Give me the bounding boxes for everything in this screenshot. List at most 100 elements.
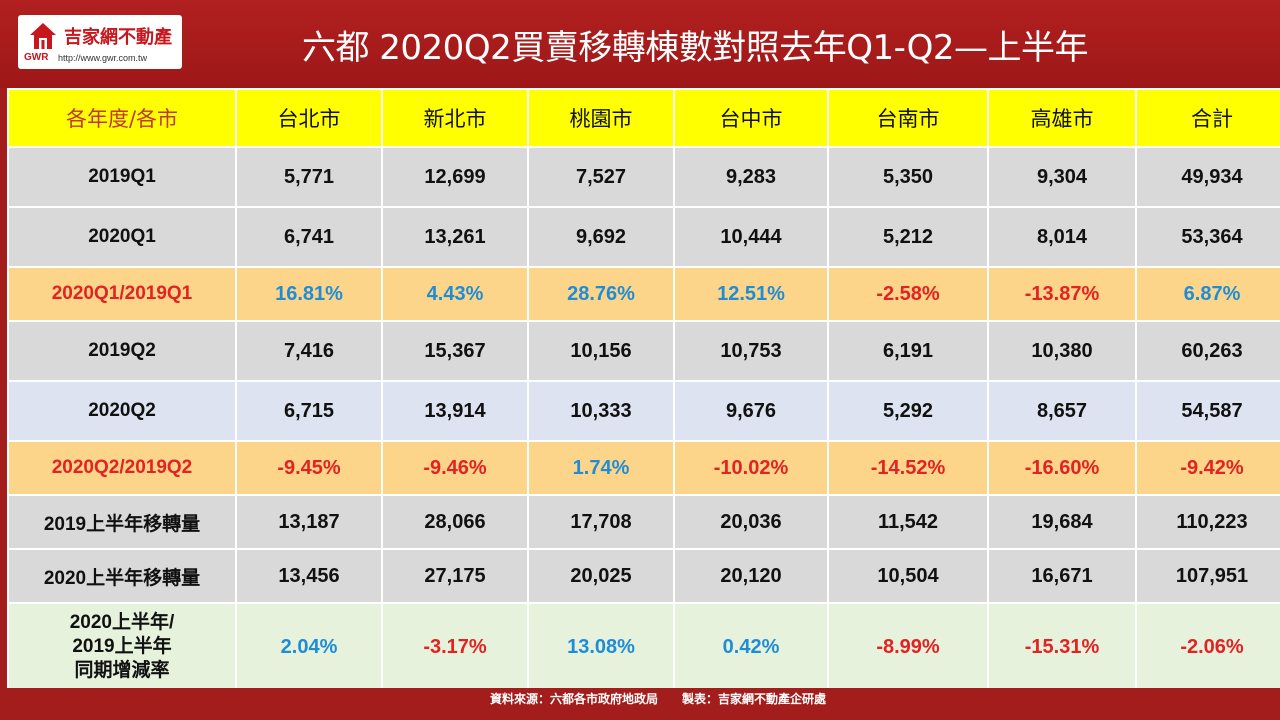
table-cell: 11,542: [827, 494, 989, 550]
table-cell: 110,223: [1135, 494, 1280, 550]
footer-bar: [0, 688, 1280, 720]
table-cell: 28,066: [381, 494, 529, 550]
table-cell: 60,263: [1135, 320, 1280, 382]
table-cell: 19,684: [987, 494, 1137, 550]
table-cell: -8.99%: [827, 602, 989, 692]
data-table: 各年度/各市 台北市 新北市 桃園市 台中市 台南市 高雄市 合計 2019Q1…: [7, 88, 1280, 692]
table-cell: 7,527: [527, 146, 675, 208]
row-label-line: 2020上半年/: [69, 612, 175, 633]
table-cell: -15.31%: [987, 602, 1137, 692]
row-label: 2020Q2/2019Q2: [7, 440, 237, 496]
table-cell: 28.76%: [527, 266, 675, 322]
table-cell: 6.87%: [1135, 266, 1280, 322]
table-cell: 20,025: [527, 548, 675, 604]
table-row: 2020Q2 6,715 13,914 10,333 9,676 5,292 8…: [7, 380, 1280, 442]
table-cell: -3.17%: [381, 602, 529, 692]
table-cell: 10,156: [527, 320, 675, 382]
table-cell: 16,671: [987, 548, 1137, 604]
table-cell: 6,741: [235, 206, 383, 268]
table-cell: 13,914: [381, 380, 529, 442]
table-cell: 2.04%: [235, 602, 383, 692]
table-cell: -13.87%: [987, 266, 1137, 322]
table-cell: 5,292: [827, 380, 989, 442]
table-cell: -9.46%: [381, 440, 529, 496]
header-bar: [0, 0, 1280, 88]
table-cell: 6,715: [235, 380, 383, 442]
row-label: 2019Q1: [7, 146, 237, 208]
table-cell: 16.81%: [235, 266, 383, 322]
source-note: 資料來源：六都各市政府地政局 製表：吉家網不動產企研處: [490, 692, 827, 706]
row-label: 2019上半年移轉量: [7, 494, 237, 550]
table-cell: 27,175: [381, 548, 529, 604]
table-row: 2019Q1 5,771 12,699 7,527 9,283 5,350 9,…: [7, 146, 1280, 208]
row-label: 2020上半年/ 2019上半年 同期增減率: [7, 602, 237, 692]
table-cell: 13,261: [381, 206, 529, 268]
header-cell: 新北市: [381, 88, 529, 148]
table-cell: 20,036: [673, 494, 829, 550]
table-cell: 54,587: [1135, 380, 1280, 442]
header-cell: 台南市: [827, 88, 989, 148]
table-cell: 7,416: [235, 320, 383, 382]
row-label: 2020Q1: [7, 206, 237, 268]
table-cell: 0.42%: [673, 602, 829, 692]
table-row: 2020Q1/2019Q1 16.81% 4.43% 28.76% 12.51%…: [7, 266, 1280, 322]
table-row: 2019上半年移轉量 13,187 28,066 17,708 20,036 1…: [7, 494, 1280, 550]
header-cell: 台中市: [673, 88, 829, 148]
table-row: 2020上半年/ 2019上半年 同期增減率 2.04% -3.17% 13.0…: [7, 602, 1280, 692]
table-cell: 5,350: [827, 146, 989, 208]
table-row: 2019Q2 7,416 15,367 10,156 10,753 6,191 …: [7, 320, 1280, 382]
table-cell: 10,504: [827, 548, 989, 604]
logo-name: 吉家網不動產: [64, 27, 172, 48]
header-cell: 各年度/各市: [7, 88, 237, 148]
header-cell: 台北市: [235, 88, 383, 148]
table-cell: 10,444: [673, 206, 829, 268]
header-cell: 合計: [1135, 88, 1280, 148]
table-cell: 10,333: [527, 380, 675, 442]
table-cell: 49,934: [1135, 146, 1280, 208]
table-cell: -2.06%: [1135, 602, 1280, 692]
logo-brand: GWR: [24, 52, 49, 63]
house-logo-icon: [30, 23, 56, 49]
row-label-line: 同期增減率: [74, 660, 170, 681]
table-cell: 6,191: [827, 320, 989, 382]
table-cell: -10.02%: [673, 440, 829, 496]
logo: GWR 吉家網不動產 http://www.gwr.com.tw: [18, 15, 182, 69]
table-cell: 8,014: [987, 206, 1137, 268]
table-cell: -16.60%: [987, 440, 1137, 496]
table-cell: -14.52%: [827, 440, 989, 496]
table-cell: 4.43%: [381, 266, 529, 322]
row-label: 2019Q2: [7, 320, 237, 382]
table-row: 2020上半年移轉量 13,456 27,175 20,025 20,120 1…: [7, 548, 1280, 604]
table-cell: 12.51%: [673, 266, 829, 322]
table-cell: 8,657: [987, 380, 1137, 442]
row-label-line: 2019上半年: [72, 636, 172, 657]
table-cell: 13,456: [235, 548, 383, 604]
header-row: 各年度/各市 台北市 新北市 桃園市 台中市 台南市 高雄市 合計: [7, 88, 1280, 148]
table-cell: 9,304: [987, 146, 1137, 208]
table-cell: 5,771: [235, 146, 383, 208]
table-cell: 53,364: [1135, 206, 1280, 268]
table-cell: -9.42%: [1135, 440, 1280, 496]
table-cell: 12,699: [381, 146, 529, 208]
table-cell: -9.45%: [235, 440, 383, 496]
table-row: 2020Q1 6,741 13,261 9,692 10,444 5,212 8…: [7, 206, 1280, 268]
table-cell: 13.08%: [527, 602, 675, 692]
table-cell: 15,367: [381, 320, 529, 382]
table-cell: 10,753: [673, 320, 829, 382]
table-row: 2020Q2/2019Q2 -9.45% -9.46% 1.74% -10.02…: [7, 440, 1280, 496]
header-cell: 高雄市: [987, 88, 1137, 148]
table-cell: 20,120: [673, 548, 829, 604]
table-cell: 9,676: [673, 380, 829, 442]
table-cell: 17,708: [527, 494, 675, 550]
page-title: 六都 2020Q2買賣移轉棟數對照去年Q1-Q2—上半年: [301, 28, 1089, 68]
table-cell: 9,283: [673, 146, 829, 208]
table-cell: 13,187: [235, 494, 383, 550]
row-label: 2020Q1/2019Q1: [7, 266, 237, 322]
table-cell: 9,692: [527, 206, 675, 268]
table-cell: 10,380: [987, 320, 1137, 382]
row-label: 2020上半年移轉量: [7, 548, 237, 604]
row-label: 2020Q2: [7, 380, 237, 442]
table-cell: -2.58%: [827, 266, 989, 322]
table-cell: 5,212: [827, 206, 989, 268]
logo-url: http://www.gwr.com.tw: [58, 53, 148, 63]
